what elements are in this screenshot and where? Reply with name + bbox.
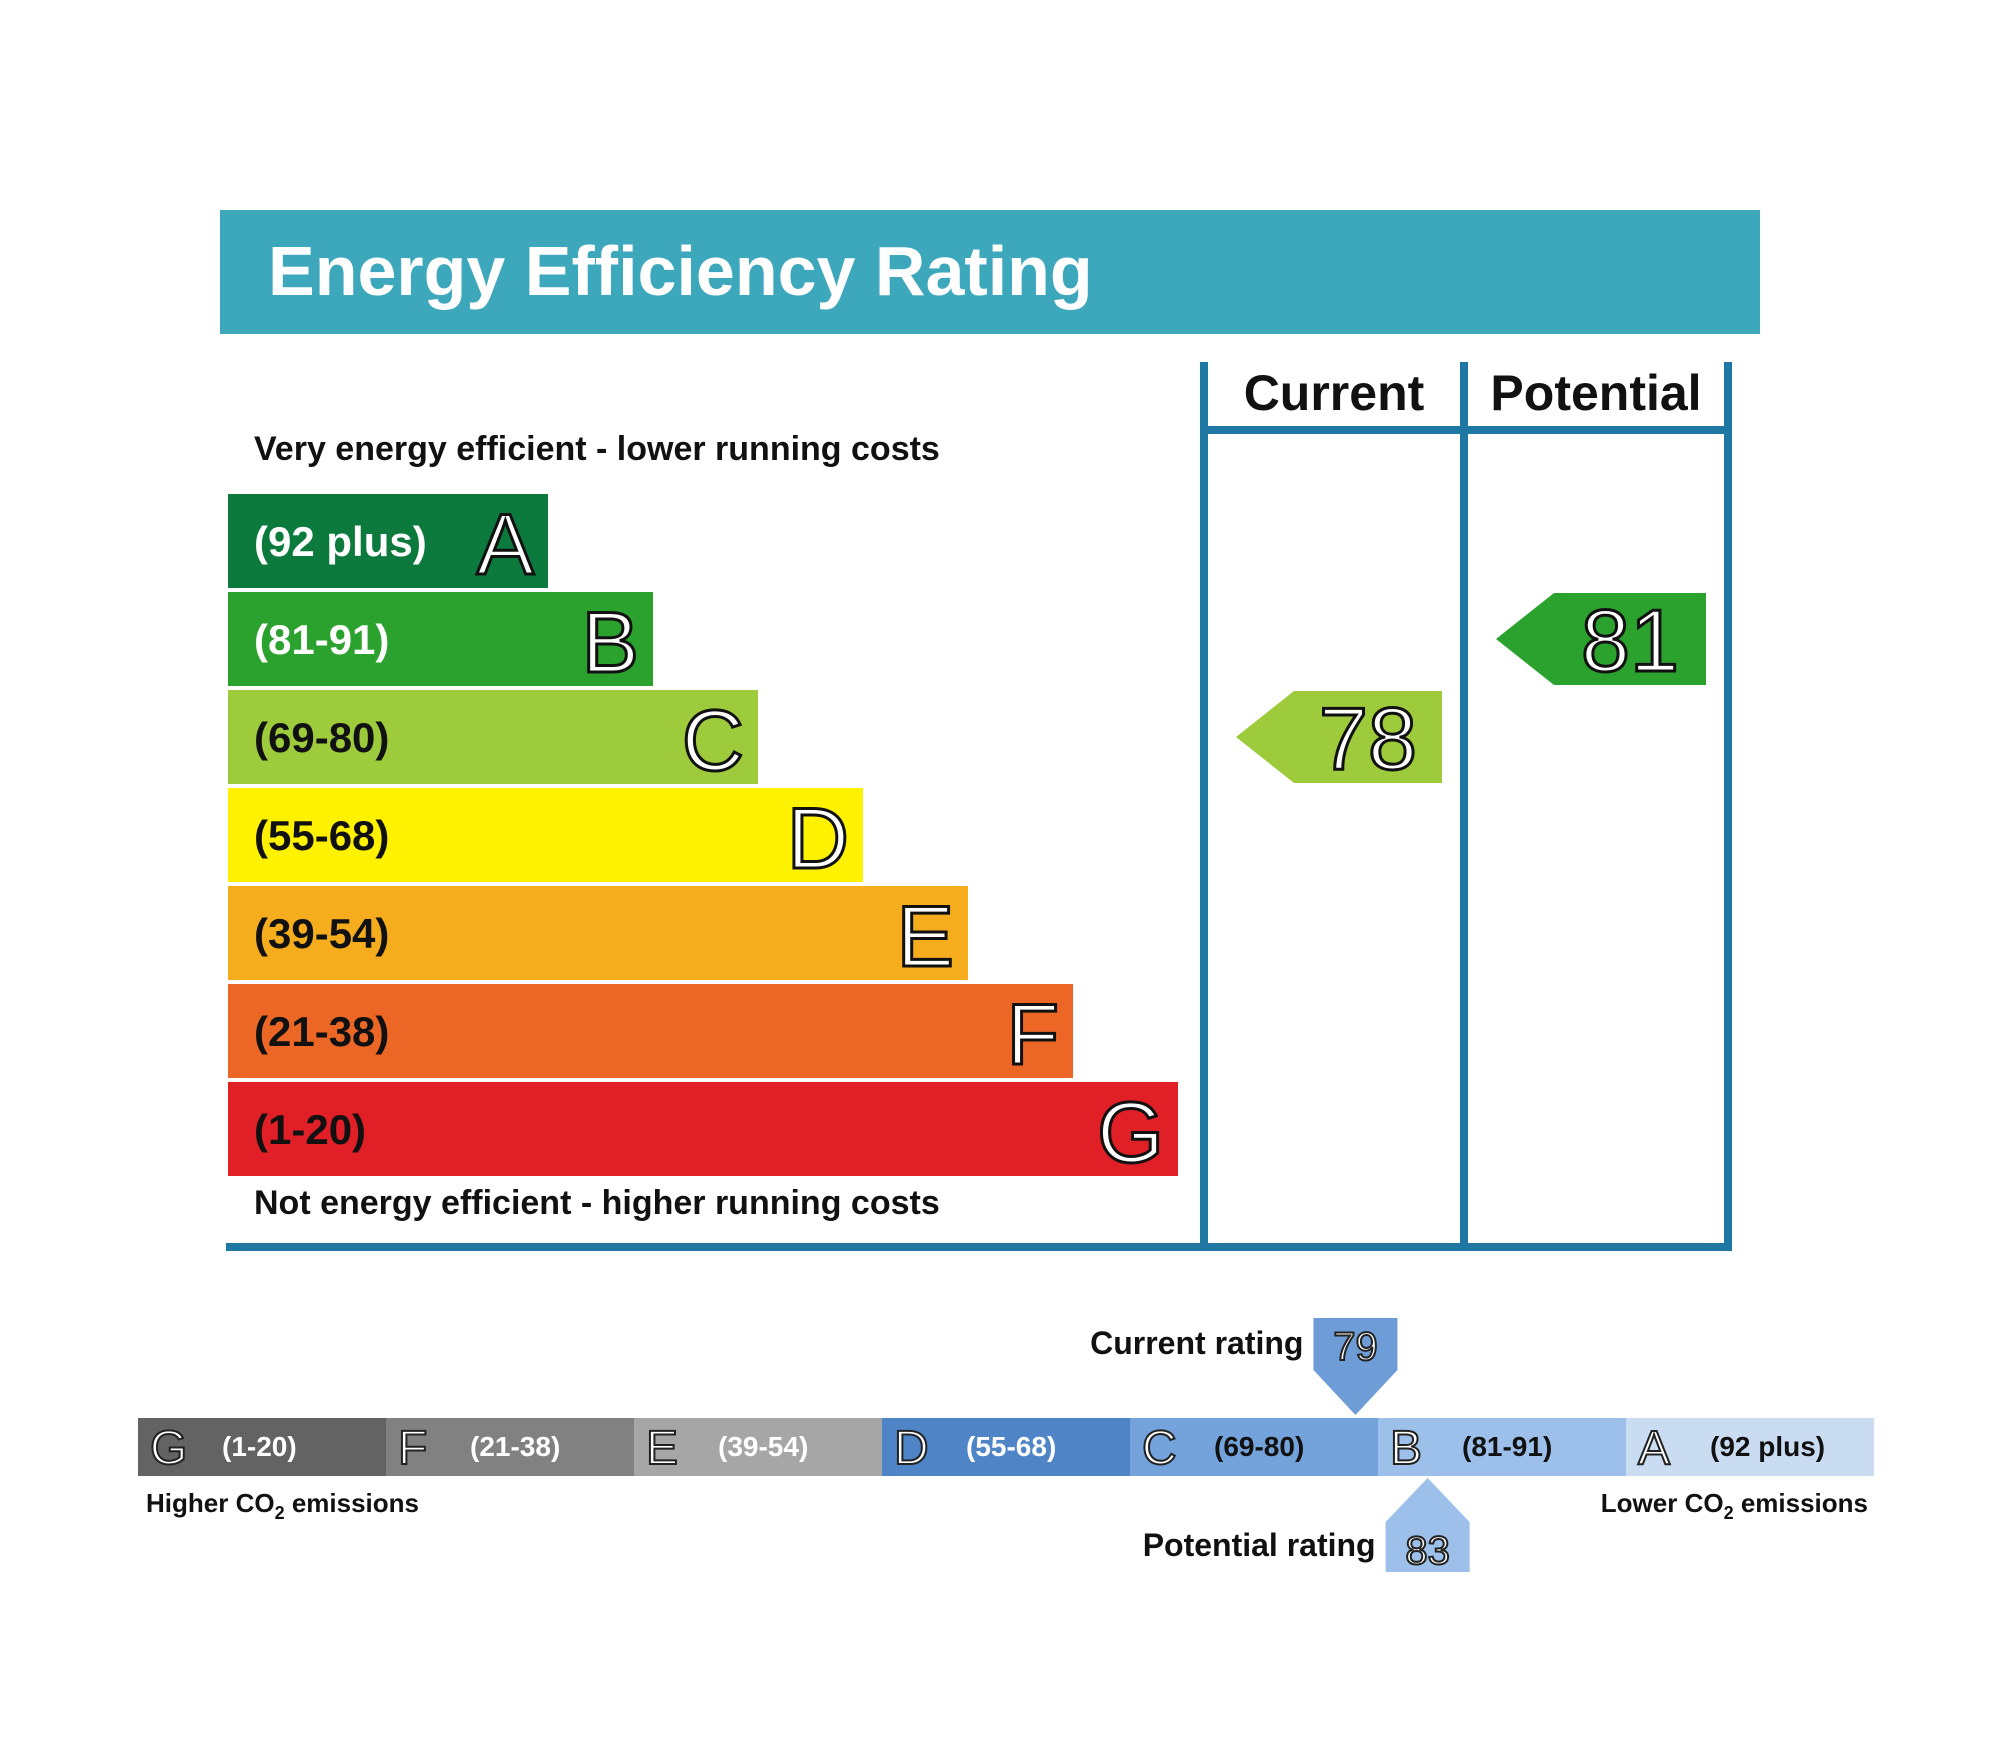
co2-potential-marker	[1385, 1478, 1470, 1572]
band-e-letter: E	[897, 889, 954, 985]
potential-rating-arrow	[1496, 593, 1706, 685]
co2-band-f	[386, 1418, 634, 1476]
band-g-letter: G	[1097, 1085, 1164, 1181]
lower-co2-note: Lower CO2 emissions	[1601, 1488, 1868, 1523]
band-g-bar	[228, 1082, 1178, 1176]
band-e-range: (39-54)	[254, 910, 389, 957]
co2-band-c	[1130, 1418, 1378, 1476]
band-f-letter: F	[1006, 987, 1059, 1083]
co2-band-d	[882, 1418, 1130, 1476]
higher-co2-note: Higher CO2 emissions	[146, 1488, 419, 1523]
co2-band-f-range: (21-38)	[470, 1431, 560, 1462]
co2-band-e-letter: E	[646, 1422, 678, 1475]
co2-band-d-range: (55-68)	[966, 1431, 1056, 1462]
co2-potential-label: Potential rating	[1143, 1527, 1376, 1563]
co2-current-label: Current rating	[1090, 1325, 1303, 1361]
co2-band-g-letter: G	[150, 1422, 187, 1475]
band-b-bar	[228, 592, 653, 686]
band-a-bar	[228, 494, 548, 588]
header-bar	[220, 210, 1760, 334]
co2-band-d-letter: D	[894, 1422, 929, 1475]
co2-band-c-range: (69-80)	[1214, 1431, 1304, 1462]
lower-co2-prefix: Lower CO	[1601, 1488, 1724, 1518]
co2-band-g-range: (1-20)	[222, 1431, 297, 1462]
bottom-note: Not energy efficient - higher running co…	[254, 1184, 940, 1222]
co2-band-b-range: (81-91)	[1462, 1431, 1552, 1462]
rating-bands: (92 plus) A (81-91) B (69-80) C (55-68) D (39-54…	[228, 494, 1178, 1183]
higher-co2-prefix: Higher CO	[146, 1488, 275, 1518]
co2-band-e	[634, 1418, 882, 1476]
co2-strip: G (1-20) F (21-38) E (39-54) D (55-68) C (69-80) B…	[138, 1418, 1874, 1476]
current-rating-value: 78	[1319, 689, 1417, 788]
band-d-bar	[228, 788, 863, 882]
co2-band-b	[1378, 1418, 1626, 1476]
band-a-letter: A	[477, 497, 535, 593]
band-a-range: (92 plus)	[254, 518, 427, 565]
higher-co2-subscript: 2	[275, 1503, 285, 1523]
band-b-range: (81-91)	[254, 616, 389, 663]
co2-band-b-letter: B	[1390, 1422, 1422, 1475]
column-potential-label: Potential	[1490, 365, 1701, 421]
co2-band-a-range: (92 plus)	[1710, 1431, 1825, 1462]
band-f-range: (21-38)	[254, 1008, 389, 1055]
co2-current-marker	[1313, 1318, 1398, 1415]
lower-co2-suffix: emissions	[1734, 1488, 1868, 1518]
band-f-bar	[228, 984, 1073, 1078]
band-g-range: (1-20)	[254, 1106, 366, 1153]
co2-markers: 79 Current rating 83 Potential rating	[1090, 1318, 1470, 1574]
co2-potential-value: 83	[1405, 1529, 1450, 1573]
chart-title: Energy Efficiency Rating	[268, 232, 1093, 310]
co2-band-a	[1626, 1418, 1874, 1476]
co2-band-f-letter: F	[398, 1422, 427, 1475]
band-c-range: (69-80)	[254, 714, 389, 761]
current-rating-arrow	[1236, 691, 1442, 783]
rating-markers: 78 81	[1236, 590, 1706, 790]
potential-rating-value: 81	[1581, 591, 1679, 690]
band-e-bar	[228, 886, 968, 980]
band-c-bar	[228, 690, 758, 784]
higher-co2-suffix: emissions	[285, 1488, 419, 1518]
co2-current-value: 79	[1333, 1325, 1378, 1369]
co2-band-c-letter: C	[1142, 1422, 1177, 1475]
band-c-letter: C	[682, 693, 744, 789]
co2-band-g	[138, 1418, 386, 1476]
band-d-letter: D	[787, 791, 849, 887]
co2-band-e-range: (39-54)	[718, 1431, 808, 1462]
band-d-range: (55-68)	[254, 812, 389, 859]
rating-frame	[226, 362, 1732, 1251]
lower-co2-subscript: 2	[1724, 1503, 1734, 1523]
column-current-label: Current	[1244, 365, 1425, 421]
band-b-letter: B	[582, 595, 639, 691]
co2-band-a-letter: A	[1638, 1422, 1670, 1475]
top-note: Very energy efficient - lower running co…	[254, 430, 940, 468]
